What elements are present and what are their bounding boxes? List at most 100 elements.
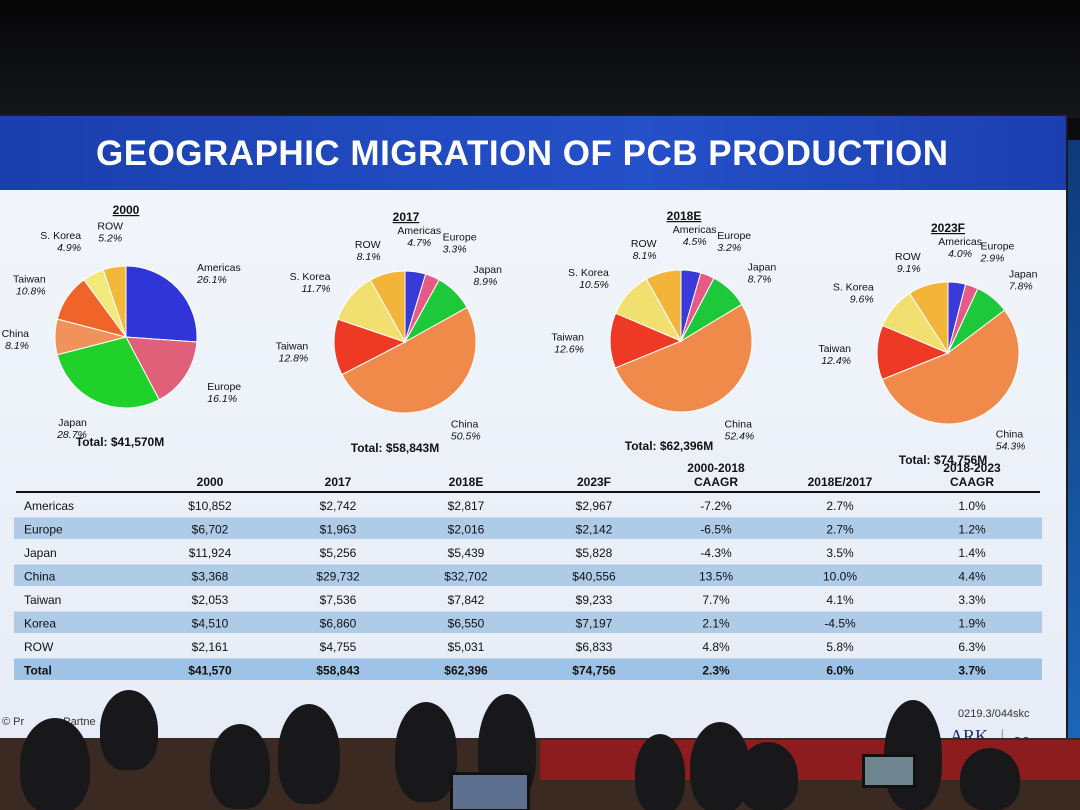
pie-slice-label: ROW (97, 220, 123, 232)
pie-slice (125, 336, 198, 401)
table-column-header: 2018E/2017 (808, 475, 873, 489)
table-cell: ROW (24, 640, 54, 654)
pie-slice-label: S. Korea (833, 282, 874, 294)
pie-slice-label: China (451, 418, 479, 430)
table-cell: $32,702 (444, 570, 488, 584)
table-cell: $5,031 (448, 640, 485, 654)
table-cell: Taiwan (24, 593, 61, 607)
pie-slice-label: Americas (197, 262, 241, 274)
table-cell: $6,550 (448, 617, 485, 631)
table-cell: $11,924 (189, 546, 232, 560)
pie-slice-label: Taiwan (13, 274, 46, 286)
table-cell: $3,368 (192, 570, 229, 584)
table-cell: 10.0% (823, 570, 857, 584)
pie-slice-pct: 9.1% (897, 263, 921, 275)
table-row-band (14, 564, 1042, 586)
pie-slice (609, 312, 683, 369)
table-cell: $5,828 (576, 546, 613, 560)
table-cell: $6,860 (320, 617, 357, 631)
table-cell: Total (24, 664, 52, 678)
pie-slice (908, 281, 949, 355)
pie-slice-pct: 28.7% (56, 429, 87, 441)
pie-slice-pct: 52.4% (724, 431, 754, 443)
audience-head (210, 724, 270, 809)
phone-screen (862, 754, 916, 788)
audience-head (960, 748, 1020, 810)
pie-slice-label: Japan (473, 264, 502, 276)
table-cell: $41,570 (188, 664, 232, 678)
table-cell: $58,843 (316, 664, 360, 678)
table-cell: 2.7% (826, 523, 854, 537)
pie-total: Total: $62,396M (625, 439, 713, 453)
pie-slice-label: S. Korea (568, 267, 609, 279)
charts-svg: 2000Americas26.1%Europe16.1%Japan28.7%Ch… (2, 203, 1042, 680)
table-cell: Americas (24, 499, 74, 513)
pie-slice-pct: 4.7% (407, 237, 431, 249)
pie-slice-label: ROW (355, 239, 381, 251)
table-cell: $2,053 (192, 593, 229, 607)
audience-head (395, 702, 457, 802)
pie-slice-label: Japan (58, 417, 87, 429)
pie-slice-pct: 4.5% (683, 236, 707, 248)
pie-slice-label: Americas (938, 236, 982, 248)
table-cell: $2,142 (576, 523, 613, 537)
pie-slice-pct: 9.6% (850, 294, 874, 306)
pie-slice-pct: 54.3% (996, 440, 1026, 452)
audience-head (20, 718, 90, 810)
pie-slice (102, 265, 127, 338)
table-cell: 4.1% (826, 593, 854, 607)
pie-slice-label: Americas (673, 224, 717, 236)
table-cell: 4.8% (702, 640, 730, 654)
table-cell: $29,732 (316, 570, 360, 584)
audience-head (278, 704, 340, 804)
logo-divider: | (1000, 726, 1005, 746)
audience-head (635, 734, 685, 810)
table-cell: Korea (24, 617, 56, 631)
table-cell: China (24, 570, 56, 584)
pie-slice-label: Taiwan (818, 343, 851, 355)
table-cell: $5,439 (448, 546, 485, 560)
table-cell: $2,967 (576, 499, 613, 513)
table-cell: 7.7% (702, 593, 730, 607)
slide-title: GEOGRAPHIC MIGRATION OF PCB PRODUCTION (96, 134, 949, 173)
table-cell: 3.5% (826, 546, 854, 560)
table-cell: 6.3% (958, 640, 986, 654)
table-column-header: 2018-2023 (943, 461, 1001, 475)
pie-slice-label: Japan (1009, 268, 1038, 280)
table-cell: $40,556 (572, 570, 616, 584)
table-cell: $2,817 (448, 499, 485, 513)
pie-total: Total: $58,843M (351, 441, 439, 455)
pie-slice (341, 306, 477, 414)
pie-slice-label: Japan (748, 261, 777, 273)
pie-slice-label: Americas (397, 225, 441, 237)
table-cell: 13.5% (699, 570, 733, 584)
table-column-header: 2000-2018 (687, 461, 745, 475)
table-cell: $5,256 (320, 546, 357, 560)
table-cell: $74,756 (572, 664, 616, 678)
pie-slice-label: Taiwan (276, 340, 309, 352)
pie-slice-pct: 3.2% (717, 242, 741, 254)
reference-code: 0219.3/044skc (958, 708, 1030, 720)
pie-total: Total: $74,756M (899, 453, 987, 467)
table-cell: 6.0% (826, 664, 854, 678)
table-cell: 2.1% (702, 617, 730, 631)
table-cell: $10,852 (188, 499, 232, 513)
table-column-header: 2017 (325, 475, 352, 489)
table-cell: 1.2% (958, 523, 986, 537)
pie-slice (125, 265, 198, 343)
pie-slice-pct: 10.5% (579, 279, 609, 291)
pie-slice (645, 269, 682, 343)
pie-title: 2018E (667, 209, 702, 223)
table-column-header: CAAGR (950, 475, 994, 489)
pie-slice-label: S. Korea (290, 271, 331, 283)
table-row-band (14, 658, 1042, 680)
side-screen-strip (1066, 140, 1080, 760)
pie-slice (614, 303, 753, 413)
table-cell: $9,233 (576, 593, 613, 607)
table-cell: 3.3% (958, 593, 986, 607)
